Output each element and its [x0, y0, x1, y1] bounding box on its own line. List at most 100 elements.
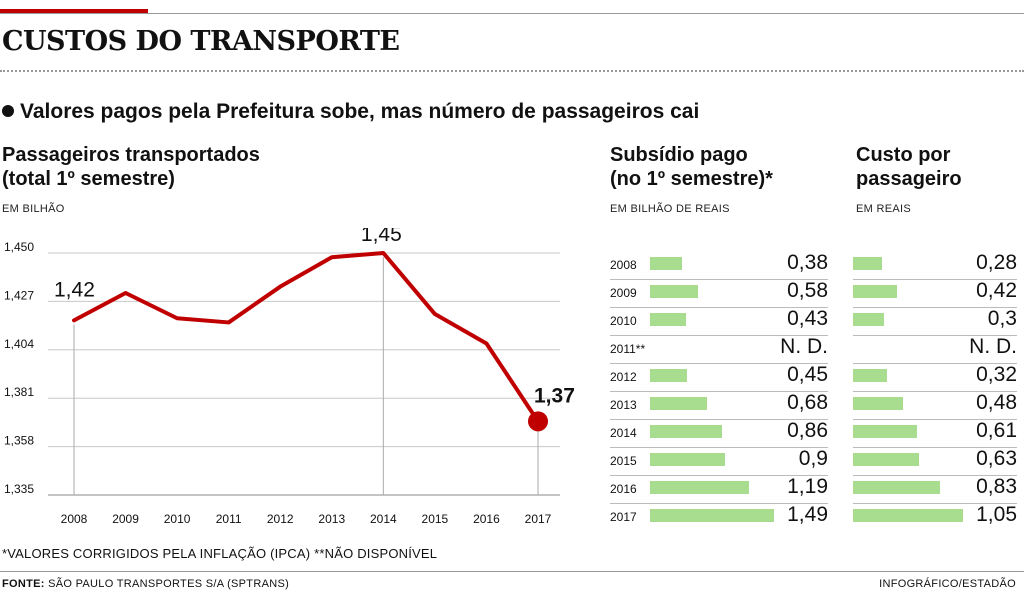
cost-value-label: 0,63: [976, 447, 1017, 470]
cost-bar: [853, 509, 963, 522]
subsidy-year-label: 2017: [610, 510, 637, 524]
subsidy-value-label: 0,68: [787, 391, 828, 414]
cost-bar: [853, 425, 917, 438]
cost-row: N. D.: [853, 335, 1017, 364]
cost-value-label: 0,3: [987, 307, 1017, 330]
cost-bar: [853, 397, 904, 410]
subsidy-year-label: 2009: [610, 286, 637, 300]
subsidy-bar: [650, 285, 699, 298]
cost-row-divider: [853, 391, 1017, 392]
subsidy-row-divider: [610, 503, 828, 504]
cost-value-label: 0,48: [976, 391, 1017, 414]
cost-row-divider: [853, 503, 1017, 504]
cost-row: 0,48: [853, 391, 1017, 420]
subsidy-bar: [650, 397, 707, 410]
subsidy-row: 2010 0,43: [610, 307, 828, 336]
cost-row-divider: [853, 363, 1017, 364]
cost-bar: [853, 313, 885, 326]
cost-value-label: N. D.: [969, 335, 1017, 358]
cost-value-label: 0,61: [976, 419, 1017, 442]
cost-row: 0,83: [853, 475, 1017, 504]
title-divider: [0, 70, 1024, 72]
subsidy-year-label: 2008: [610, 258, 637, 272]
cost-value-label: 0,83: [976, 475, 1017, 498]
y-tick-label: 1,427: [4, 288, 34, 302]
page-title: CUSTOS DO TRANSPORTE: [2, 26, 400, 57]
cost-bar: [853, 369, 887, 382]
data-label: 1,45: [361, 228, 402, 246]
cost-row-divider: [853, 307, 1017, 308]
subsidy-row: 2012 0,45: [610, 363, 828, 392]
subsidy-chart-unit: EM BILHÃO DE REAIS: [610, 203, 730, 215]
cost-row: 0,28: [853, 251, 1017, 280]
x-tick-label: 2015: [422, 512, 449, 526]
cost-row: 0,3: [853, 307, 1017, 336]
subsidy-bar: [650, 453, 725, 466]
subsidy-year-label: 2016: [610, 482, 637, 496]
subsidy-bar: [650, 313, 686, 326]
y-tick-label: 1,404: [4, 337, 34, 351]
subsidy-row: 2015 0,9: [610, 447, 828, 476]
x-tick-label: 2013: [318, 512, 345, 526]
series-line: [72, 251, 540, 424]
x-tick-label: 2017: [525, 512, 552, 526]
data-point-marker: [528, 411, 548, 432]
cost-bar: [853, 481, 940, 494]
line-chart-title-line2: (total 1º semestre): [2, 168, 175, 190]
subsidy-value-label: 1,19: [787, 475, 828, 498]
subsidy-bar: [650, 369, 688, 382]
cost-row: 0,63: [853, 447, 1017, 476]
subsidy-row-divider: [610, 307, 828, 308]
cost-row: 0,42: [853, 279, 1017, 308]
subsidy-bar: [650, 509, 774, 522]
subsidy-row: 2017 1,49: [610, 503, 828, 532]
subsidy-value-label: N. D.: [780, 335, 828, 358]
subsidy-row-divider: [610, 419, 828, 420]
cost-value-label: 0,42: [976, 279, 1017, 302]
cost-bar: [853, 257, 883, 270]
source-label: FONTE:: [2, 578, 45, 590]
subsidy-row-divider: [610, 335, 828, 336]
subsidy-year-label: 2015: [610, 454, 637, 468]
x-tick-label: 2009: [112, 512, 139, 526]
line-chart-title: Passageiros transportados (total 1º seme…: [2, 143, 260, 191]
subsidy-bar: [650, 257, 682, 270]
line-chart: 1,450 1,427 1,404 1,381 1,358 1,335 2008 2009 20…: [4, 228, 575, 526]
subsidy-bar: [650, 481, 750, 494]
subsidy-value-label: 0,9: [798, 447, 828, 470]
cost-row: 1,05: [853, 503, 1017, 532]
subsidy-year-label: 2012: [610, 370, 637, 384]
x-tick-label: 2012: [267, 512, 294, 526]
subsidy-year-label: 2010: [610, 314, 637, 328]
bullet-icon: [2, 105, 14, 117]
cost-bar: [853, 285, 897, 298]
x-tick-label: 2016: [473, 512, 500, 526]
subsidy-bar-chart: 2008 0,38 2009 0,58 2010 0,43 2011** N. D. 2012 0…: [610, 251, 828, 532]
credit: INFOGRÁFICO/ESTADÃO: [879, 578, 1016, 590]
subsidy-row: 2014 0,86: [610, 419, 828, 448]
subsidy-value-label: 1,49: [787, 503, 828, 526]
subsidy-row-divider: [610, 279, 828, 280]
subsidy-chart-title-line1: Subsídio pago: [610, 144, 748, 166]
subsidy-year-label: 2014: [610, 426, 637, 440]
subsidy-year-label: 2011**: [610, 342, 646, 356]
data-label: 1,37: [534, 384, 575, 407]
subsidy-row-divider: [610, 447, 828, 448]
cost-chart-unit: EM REAIS: [856, 203, 911, 215]
subsidy-year-label: 2013: [610, 398, 637, 412]
subsidy-row-divider: [610, 475, 828, 476]
x-tick-label: 2008: [61, 512, 88, 526]
cost-row-divider: [853, 419, 1017, 420]
subsidy-value-label: 0,58: [787, 279, 828, 302]
x-tick-label: 2011: [216, 512, 242, 526]
source-line: FONTE: SÃO PAULO TRANSPORTES S/A (SPTRAN…: [2, 578, 289, 590]
cost-bar: [853, 453, 919, 466]
line-chart-title-line1: Passageiros transportados: [2, 144, 260, 166]
subtitle-text: Valores pagos pela Prefeitura sobe, mas …: [20, 100, 700, 123]
y-tick-label: 1,335: [4, 482, 34, 496]
subsidy-row: 2009 0,58: [610, 279, 828, 308]
cost-row-divider: [853, 335, 1017, 336]
cost-chart-title: Custo por passageiro: [856, 143, 962, 191]
subsidy-value-label: 0,38: [787, 251, 828, 274]
subsidy-value-label: 0,86: [787, 419, 828, 442]
